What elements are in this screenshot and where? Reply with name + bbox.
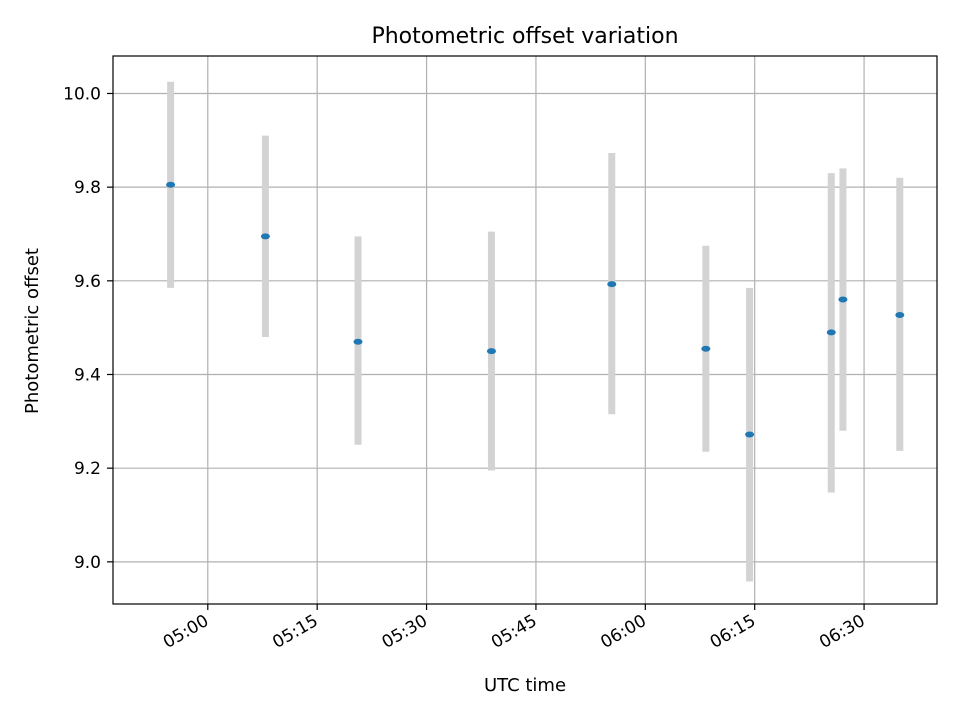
- data-point: [260, 233, 270, 240]
- x-tick-label: 05:30: [379, 611, 431, 653]
- y-tick-label: 9.0: [74, 553, 101, 573]
- y-tick-label: 9.8: [74, 178, 101, 198]
- chart-title: Photometric offset variation: [371, 24, 678, 49]
- x-tick-label: 06:30: [816, 611, 868, 653]
- y-tick-label: 9.6: [74, 272, 101, 292]
- x-tick-label: 05:45: [488, 611, 540, 653]
- x-axis-ticks: 05:00 05:15 05:30 05:45 06:00 06:15 06:30: [160, 604, 869, 653]
- data-point: [826, 329, 836, 336]
- x-axis-label: UTC time: [484, 675, 566, 696]
- data-point: [895, 312, 905, 319]
- y-tick-label: 9.2: [74, 459, 101, 479]
- x-tick-label: 05:00: [160, 611, 212, 653]
- data-points: [166, 181, 905, 438]
- plot-frame: [112, 55, 938, 605]
- data-point: [745, 431, 755, 438]
- data-point: [838, 296, 848, 303]
- data-point: [353, 338, 363, 345]
- data-point: [166, 181, 176, 188]
- y-axis-ticks: 9.0 9.2 9.4 9.6 9.8 10.0: [63, 84, 113, 573]
- data-point: [607, 281, 617, 288]
- error-bars: [167, 81, 904, 582]
- y-tick-label: 10.0: [63, 84, 101, 104]
- x-tick-label: 05:15: [269, 611, 321, 653]
- data-point: [486, 348, 496, 355]
- y-axis-label: Photometric offset: [22, 248, 43, 414]
- data-point: [701, 345, 711, 352]
- grid: [113, 56, 937, 604]
- y-tick-label: 9.4: [74, 365, 101, 385]
- x-tick-label: 06:00: [597, 611, 649, 653]
- x-tick-label: 06:15: [707, 611, 759, 653]
